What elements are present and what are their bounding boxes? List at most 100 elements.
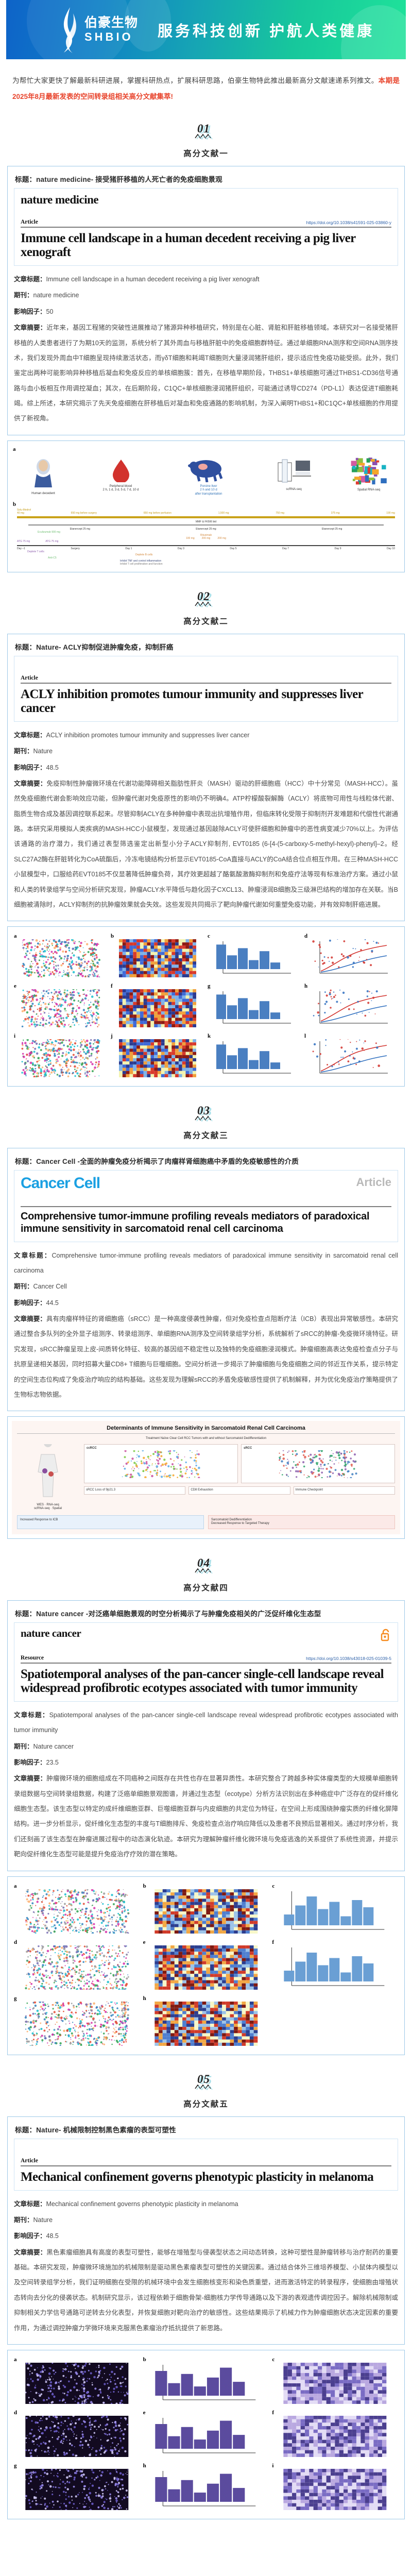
journal-logo: nature medicine	[21, 193, 99, 207]
article-card-title: 标题：Nature cancer -对泛癌单细胞景观的时空分析揭示了与肿瘤免疫相…	[15, 1609, 321, 1618]
wave-icon	[195, 2084, 213, 2090]
meta-row-abstract: 文章摘要：免疫抑制性肿瘤微环境在代谢功能障碍相关脂肪性肝炎（MASH）驱动的肝细…	[14, 779, 398, 908]
journal-logo: Cancer Cell	[21, 1175, 100, 1192]
article-headline: Mechanical confinement governs phenotypi…	[21, 2170, 374, 2184]
open-access-icon	[380, 1628, 391, 1641]
section-number: 02	[197, 589, 210, 603]
meta-row-title: 文章标题：Immune cell landscape in a human de…	[14, 276, 260, 283]
article-card-title: 标题：Nature- 机械限制控制黑色素瘤的表型可塑性	[15, 2126, 176, 2134]
article-headline: Comprehensive tumor-immune profiling rev…	[21, 1211, 370, 1234]
meta-row-journal: 期刊：Nature	[14, 2216, 53, 2224]
intro-plain-text: 为帮忙大家更快了解最新科研进展，掌握科研热点，扩展科研思路，伯豪生物特此推出最新…	[12, 77, 379, 84]
section-label: 高分文献三	[183, 1131, 229, 1141]
figure-subpanel: b	[143, 1883, 269, 1936]
figure-subpanel: f	[272, 1939, 398, 1992]
article-meta: 文章标题：Spatiotemporal analyses of the pan-…	[14, 1708, 398, 1862]
meta-row-impact-factor: 影响因子：48.5	[14, 2232, 59, 2240]
brand-banner: 伯豪生物 SHBIO 服务科技创新 护航人类健康	[6, 0, 406, 59]
figure-subpanel: c	[272, 2356, 398, 2406]
section-label: 高分文献一	[183, 149, 229, 159]
article-figure: a Human decedent Peripheral blood 2 h, 1 …	[7, 440, 405, 572]
section-number-shadow: 01	[199, 123, 212, 137]
meta-row-abstract: 文章摘要：具有肉瘤样特征的肾细胞癌（sRCC）是一种高度侵袭性肿瘤，但对免疫检查…	[14, 1315, 398, 1398]
section-number-shadow: 05	[199, 2073, 212, 2087]
literature-section: 02 02 高分文献二 标题：Nature- ACLY抑制促进肿瘤免疫，抑制肝癌…	[0, 590, 412, 1087]
figure-subpanel: e	[143, 1939, 269, 1992]
figure-subpanel: c	[208, 933, 301, 980]
article-doi-link[interactable]: https://doi.org/10.1038/s43018-025-01039…	[306, 1655, 391, 1661]
intro-paragraph: 为帮忙大家更快了解最新科研进展，掌握科研热点，扩展科研思路，伯豪生物特此推出最新…	[12, 73, 400, 105]
brand-name-cn: 伯豪生物	[84, 15, 139, 30]
section-number: 01	[197, 122, 210, 135]
banner-blob-left	[27, 0, 130, 59]
literature-section: 05 05 高分文献五 标题：Nature- 机械限制控制黑色素瘤的表型可塑性 …	[0, 2073, 412, 2519]
figure-subpanel: g	[14, 2462, 140, 2513]
brand-logo: 伯豪生物 SHBIO	[58, 6, 138, 54]
article-figure: Determinants of Immune Sensitivity in Sa…	[7, 1416, 405, 1539]
meta-row-title: 文章标题：ACLY inhibition promotes tumour imm…	[14, 731, 250, 739]
meta-row-impact-factor: 影响因子：48.5	[14, 764, 59, 771]
section-label: 高分文献四	[183, 1583, 229, 1592]
figure-subpanel: g	[208, 983, 301, 1030]
section-divider: 05 05 高分文献五	[0, 2073, 412, 2109]
meta-row-abstract: 文章摘要：近年来，基因工程猪的突破性进展推动了猪源异种移植研究，特别是在心脏、肾…	[14, 324, 398, 422]
article-card: 标题：Nature- 机械限制控制黑色素瘤的表型可塑性 Article Mech…	[7, 2116, 405, 2345]
article-card: 标题：Cancer Cell -全面的肿瘤免疫分析揭示了肉瘤样肾细胞癌中矛盾的免…	[7, 1148, 405, 1412]
section-label: 高分文献五	[183, 2099, 229, 2109]
figure-subpanel: c	[272, 1883, 398, 1936]
section-number-badge: 03 03	[188, 1104, 224, 1125]
meta-row-impact-factor: 影响因子：44.5	[14, 1299, 59, 1307]
article-headline: Immune cell landscape in a human deceden…	[21, 231, 356, 260]
figure-subpanel: b	[111, 933, 204, 980]
figure-subpanel: e	[14, 983, 108, 1030]
journal-masthead: nature cancer Resource https://doi.org/1…	[14, 1622, 398, 1702]
intro-highlight-text: 本期是2025年8月最新发表的空间转录组相关高分文献集萃!	[12, 77, 400, 101]
section-divider: 03 03 高分文献三	[0, 1104, 412, 1141]
meta-row-journal: 期刊：Cancer Cell	[14, 1283, 67, 1291]
figure-subpanel: k	[208, 1033, 301, 1080]
figure-subpanel: d	[14, 2409, 140, 2460]
figure-subpanel: h	[143, 2462, 269, 2513]
section-number: 03	[197, 1104, 210, 1117]
banner-blob-mid	[125, 0, 171, 52]
section-number-badge: 01 01	[188, 122, 224, 143]
journal-masthead: Article Mechanical confinement governs p…	[14, 2138, 398, 2191]
meta-row-journal: 期刊：nature medicine	[14, 292, 79, 299]
wave-icon	[195, 1568, 213, 1574]
brand-slogan: 服务科技创新 护航人类健康	[158, 23, 375, 40]
brand-name-en: SHBIO	[84, 30, 133, 43]
wave-icon	[195, 133, 213, 140]
article-card: 标题：Nature- ACLY抑制促进肿瘤免疫，抑制肝癌 Article ACL…	[7, 633, 405, 922]
figure-subpanel: i	[272, 2462, 398, 2513]
figure-subpanel: f	[272, 2409, 398, 2460]
article-headline: ACLY inhibition promotes tumour immunity…	[21, 687, 363, 715]
journal-logo: nature cancer	[21, 1626, 81, 1639]
wave-icon	[195, 1116, 213, 1122]
article-doi-link[interactable]: https://doi.org/10.1038/s41591-025-03860…	[306, 220, 391, 226]
article-card-title: 标题：Cancer Cell -全面的肿瘤免疫分析揭示了肉瘤样肾细胞癌中矛盾的免…	[15, 1158, 299, 1166]
section-divider: 02 02 高分文献二	[0, 590, 412, 626]
article-headline: Spatiotemporal analyses of the pan-cance…	[21, 1667, 384, 1695]
section-divider: 04 04 高分文献四	[0, 1556, 412, 1593]
section-number-shadow: 04	[199, 1557, 212, 1570]
section-number: 04	[197, 1556, 210, 1569]
figure-subpanel: b	[143, 2356, 269, 2406]
section-divider: 01 01 高分文献一	[0, 122, 412, 159]
sections-container: 01 01 高分文献一 标题：nature medicine- 接受猪肝移植的人…	[0, 122, 412, 2519]
section-number-shadow: 02	[199, 590, 212, 604]
literature-section: 04 04 高分文献四 标题：Nature cancer -对泛癌单细胞景观的时…	[0, 1556, 412, 2055]
meta-row-title: 文章标题：Spatiotemporal analyses of the pan-…	[14, 1711, 398, 1734]
article-kind-label: Resource	[21, 1654, 44, 1661]
section-number: 05	[197, 2072, 210, 2086]
meta-row-impact-factor: 影响因子：50	[14, 308, 54, 315]
journal-masthead: nature medicine Article https://doi.org/…	[14, 188, 398, 266]
figure-subpanel: a	[14, 933, 108, 980]
literature-section: 03 03 高分文献三 标题：Cancer Cell -全面的肿瘤免疫分析揭示了…	[0, 1104, 412, 1539]
leaf-icon	[58, 6, 80, 54]
section-label: 高分文献二	[183, 617, 229, 626]
figure-subpanel: j	[111, 1033, 204, 1080]
article-card-title: 标题：Nature- ACLY抑制促进肿瘤免疫，抑制肝癌	[15, 643, 174, 651]
